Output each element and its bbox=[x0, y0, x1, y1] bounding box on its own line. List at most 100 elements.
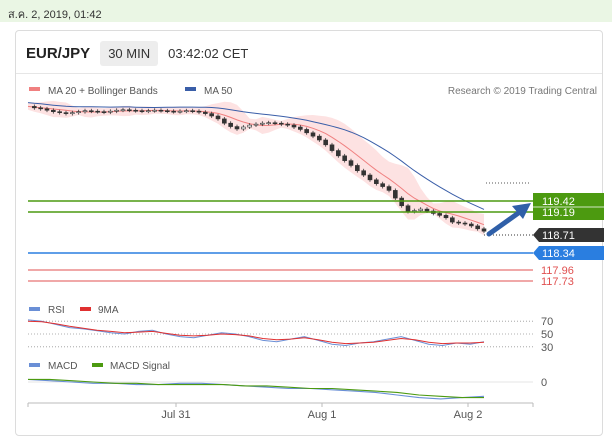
rsi9ma-legend-label: 9MA bbox=[98, 305, 119, 316]
candle-body bbox=[133, 109, 138, 112]
timeframe-badge[interactable]: 30 MIN bbox=[100, 40, 159, 66]
candle-body bbox=[342, 155, 347, 161]
candle-body bbox=[475, 225, 480, 230]
datetime-label: ส.ค. 2, 2019, 01:42 bbox=[8, 9, 102, 21]
candle-body bbox=[241, 126, 246, 130]
candle-body bbox=[380, 183, 385, 187]
candle-body bbox=[139, 110, 145, 113]
level-label: 119.42 bbox=[542, 196, 575, 208]
candle-body bbox=[51, 109, 56, 112]
candle-body bbox=[234, 126, 240, 130]
candle-body bbox=[76, 111, 81, 113]
x-axis: Jul 31 Aug 1 Aug 2 bbox=[27, 402, 534, 421]
ma20-legend-swatch bbox=[29, 87, 40, 91]
candle-body bbox=[323, 139, 328, 146]
candle-body bbox=[336, 150, 341, 157]
macd-zero-label: 0 bbox=[541, 377, 547, 389]
x-tick-label: Jul 31 bbox=[161, 409, 190, 421]
candle-body bbox=[437, 213, 442, 216]
candle-body bbox=[367, 174, 373, 181]
x-tick-label: Aug 1 bbox=[308, 409, 337, 421]
level-label: 118.34 bbox=[542, 248, 575, 260]
level-tag-green bbox=[533, 193, 604, 220]
rsi-level-label: 50 bbox=[541, 329, 553, 341]
level-tag-current bbox=[533, 228, 604, 242]
candle-body bbox=[272, 122, 278, 125]
macd-signal-legend-swatch bbox=[92, 363, 103, 367]
candle-body bbox=[184, 110, 189, 113]
rsi-9ma-line bbox=[27, 320, 485, 345]
macd-legend-label: MACD bbox=[48, 361, 77, 372]
candle-body bbox=[63, 112, 69, 114]
candle-body bbox=[450, 217, 455, 223]
level-tag-blue bbox=[533, 246, 604, 260]
candle-body bbox=[361, 170, 366, 176]
candle-body bbox=[203, 111, 208, 114]
candle-body bbox=[329, 144, 335, 151]
candle-body bbox=[70, 112, 75, 114]
candle-body bbox=[196, 110, 202, 113]
candle-body bbox=[462, 222, 468, 225]
candle-body bbox=[158, 109, 164, 112]
time-label: 03:42:02 CET bbox=[168, 45, 249, 61]
candle-body bbox=[348, 160, 354, 166]
candle-body bbox=[82, 110, 88, 113]
candle-body bbox=[171, 110, 176, 113]
candle-body bbox=[127, 109, 132, 112]
candle-body bbox=[266, 122, 271, 125]
ma50-line bbox=[27, 102, 485, 210]
level-label: 118.71 bbox=[542, 230, 575, 242]
rsi-legend-label: RSI bbox=[48, 305, 65, 316]
candle-body bbox=[222, 118, 227, 124]
top-date-bar: ส.ค. 2, 2019, 01:42 bbox=[0, 0, 612, 22]
rsi-level-label: 30 bbox=[541, 342, 553, 354]
candle-body bbox=[108, 110, 113, 113]
bollinger-band bbox=[28, 100, 484, 236]
candle-body bbox=[101, 111, 107, 113]
candle-body bbox=[114, 109, 119, 112]
header-divider bbox=[16, 73, 602, 74]
candle-body bbox=[298, 126, 303, 130]
ma50-legend-swatch bbox=[185, 87, 196, 91]
candle-body bbox=[399, 197, 404, 207]
candle-body bbox=[304, 129, 309, 134]
candle-body bbox=[228, 122, 233, 127]
candle-body bbox=[190, 110, 195, 113]
rsi-line bbox=[27, 319, 485, 347]
candle-body bbox=[456, 221, 461, 224]
candle-body bbox=[89, 110, 94, 113]
candle-body bbox=[260, 122, 265, 125]
level-label: 117.96 bbox=[541, 265, 574, 277]
candle-body bbox=[38, 107, 43, 110]
rsi-level-label: 70 bbox=[541, 316, 553, 328]
candle-body bbox=[310, 132, 316, 137]
candle-body bbox=[209, 113, 214, 117]
rsi9ma-legend-swatch bbox=[80, 307, 91, 311]
ma20-legend-label: MA 20 + Bollinger Bands bbox=[48, 86, 158, 97]
candle-body bbox=[355, 165, 360, 172]
chart-header: EUR/JPY 30 MIN 03:42:02 CET bbox=[26, 40, 248, 66]
candle-body bbox=[443, 215, 449, 219]
x-tick-label: Aug 2 bbox=[454, 409, 483, 421]
candle-body bbox=[386, 186, 392, 191]
candle-body bbox=[285, 123, 290, 126]
candle-body bbox=[32, 106, 37, 109]
candle-body bbox=[177, 110, 183, 113]
candle-body bbox=[152, 109, 157, 112]
candle-body bbox=[120, 109, 126, 112]
candle-body bbox=[469, 223, 474, 227]
chart-card: EUR/JPY 30 MIN 03:42:02 CET bbox=[15, 30, 603, 436]
macd-legend-swatch bbox=[29, 363, 40, 367]
candle-body bbox=[291, 124, 297, 128]
macd-signal-line bbox=[28, 378, 484, 399]
credit-label: Research © 2019 Trading Central bbox=[448, 86, 597, 97]
forecast-arrow-head bbox=[512, 203, 531, 219]
candle-body bbox=[253, 123, 259, 126]
candle-body bbox=[405, 205, 411, 212]
rsi-legend-swatch bbox=[29, 307, 40, 311]
level-label: 117.73 bbox=[541, 276, 574, 288]
pair-title: EUR/JPY bbox=[26, 44, 91, 62]
